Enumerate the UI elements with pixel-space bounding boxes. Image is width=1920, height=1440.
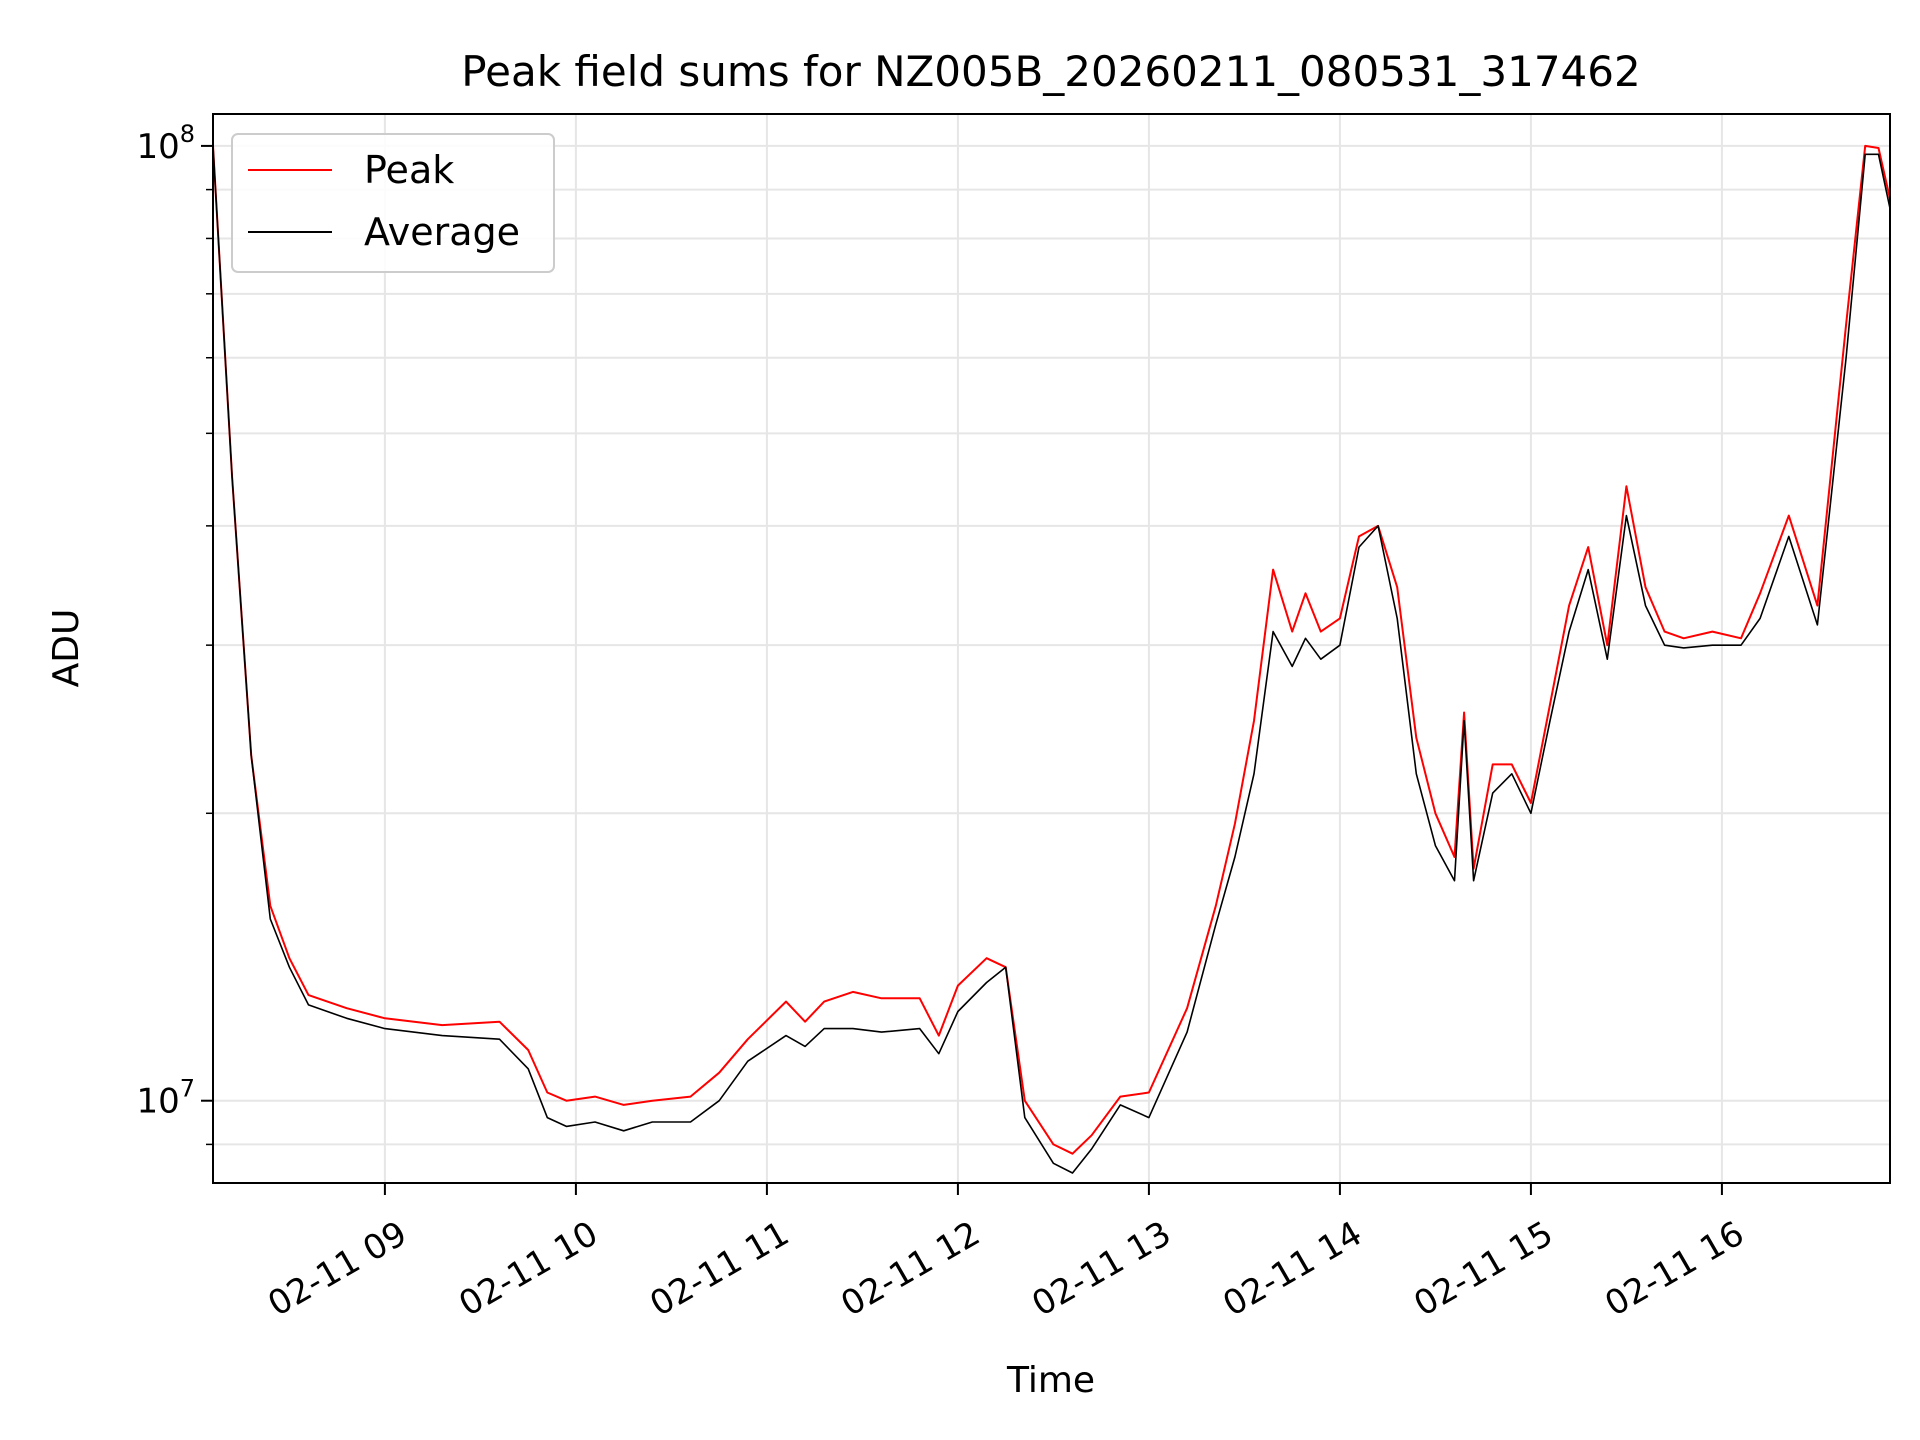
plot-area	[212, 144, 1891, 1174]
y-axis-label: ADU	[46, 609, 87, 688]
series-peak-line	[212, 144, 1891, 1155]
chart-title: Peak field sums for NZ005B_20260211_0805…	[461, 47, 1640, 96]
y-tick-label: 107	[136, 1075, 195, 1122]
y-tick-label-base: 10	[136, 127, 179, 167]
series-average-line	[212, 145, 1891, 1174]
legend-average-label: Average	[364, 210, 520, 254]
grid	[213, 114, 1890, 1183]
x-axis-label: Time	[1006, 1360, 1095, 1401]
legend-peak-label: Peak	[364, 148, 454, 192]
y-tick-label: 108	[136, 120, 195, 167]
y-tick-label-exponent: 8	[180, 120, 195, 148]
axes-frame	[212, 113, 1891, 1184]
y-tick-label-exponent: 7	[180, 1075, 195, 1103]
legend: Peak Average	[231, 133, 555, 273]
y-tick-label-base: 10	[136, 1082, 179, 1122]
legend-box	[231, 133, 555, 273]
